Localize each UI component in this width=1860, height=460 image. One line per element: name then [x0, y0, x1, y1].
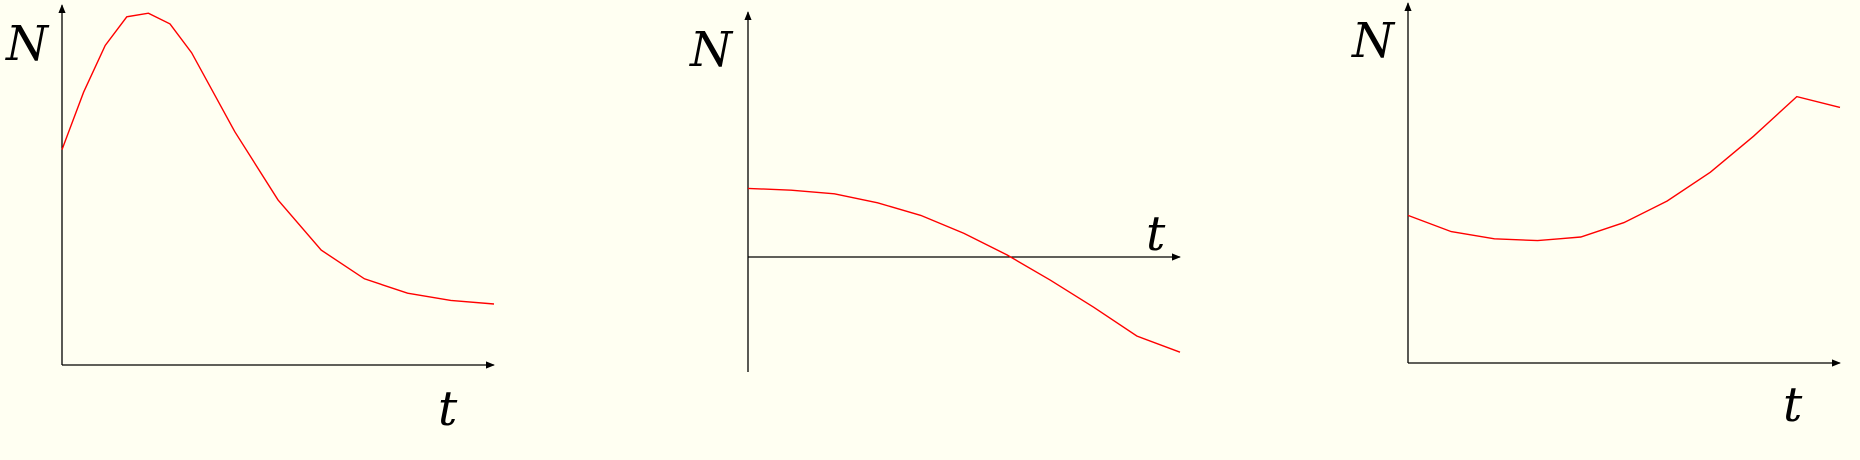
y-axis-label: N [1351, 13, 1396, 69]
x-axis-label: t [438, 381, 458, 437]
x-axis-label: t [1783, 377, 1803, 433]
chart-panel-1: N t [5, 4, 495, 437]
chart-panel-3: N t [1351, 2, 1841, 433]
chart-panel-2: N t [689, 11, 1181, 372]
y-axis-label: N [689, 22, 734, 78]
curve-series [747, 187, 1181, 353]
x-axis-label: t [1146, 206, 1166, 262]
curve-series [61, 12, 495, 305]
y-axis-label: N [5, 16, 50, 72]
curve-series [1407, 95, 1841, 242]
